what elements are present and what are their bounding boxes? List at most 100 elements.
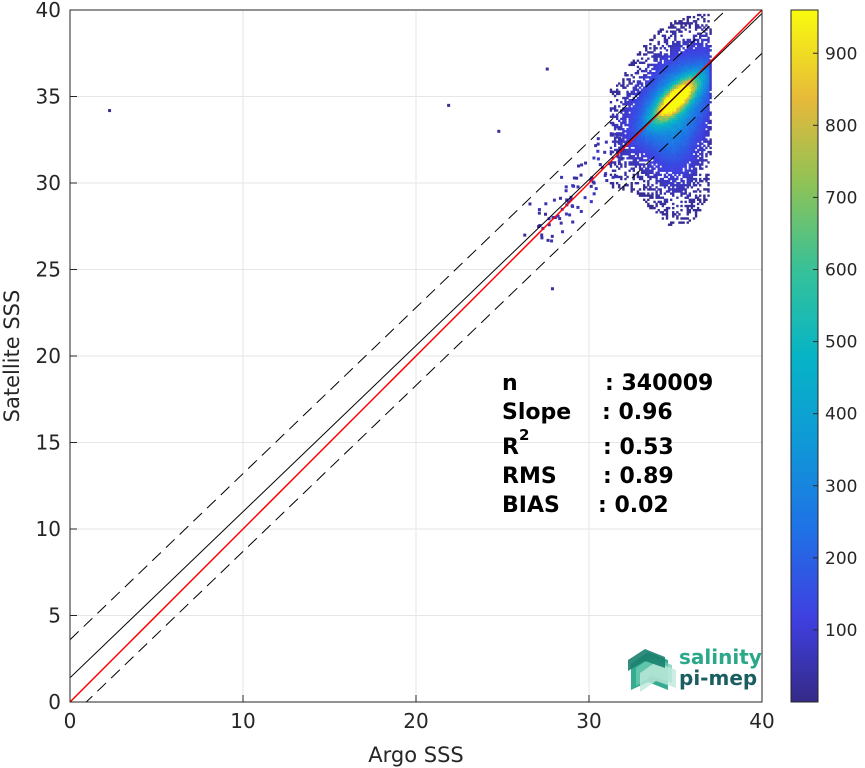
density-cell — [678, 49, 681, 52]
density-cell — [640, 121, 644, 125]
density-cell — [694, 71, 698, 75]
density-cell — [701, 159, 704, 162]
density-cell — [672, 132, 675, 135]
density-cell — [694, 132, 698, 135]
density-cell — [701, 121, 704, 125]
density-cell — [707, 182, 710, 185]
density-cell — [682, 26, 685, 29]
density-cell — [642, 105, 646, 108]
density-cell — [696, 144, 700, 148]
density-cell — [651, 113, 654, 116]
density-cell — [707, 51, 710, 54]
density-cell — [669, 59, 673, 62]
density-cell — [653, 146, 656, 150]
density-cell — [680, 90, 683, 94]
density-cell — [655, 78, 658, 81]
density-cell — [645, 169, 648, 172]
density-cell — [653, 78, 656, 81]
density-cell — [667, 125, 671, 129]
density-cell — [701, 123, 704, 127]
density-cell — [655, 105, 658, 108]
density-cell — [609, 146, 613, 150]
density-cell — [655, 101, 658, 104]
density-cell — [686, 161, 689, 164]
density-cell — [699, 109, 702, 112]
outlier-point — [528, 202, 532, 206]
density-cell — [657, 140, 660, 143]
density-cell — [566, 200, 570, 204]
density-cell — [655, 148, 658, 152]
density-cell — [667, 61, 671, 64]
density-cell — [672, 42, 675, 46]
density-cell — [613, 144, 617, 148]
density-cell — [665, 76, 669, 79]
density-cell — [624, 98, 627, 102]
density-cell — [647, 82, 650, 85]
density-cell — [661, 86, 665, 89]
density-cell — [688, 59, 692, 62]
density-cell — [686, 169, 689, 172]
density-cell — [655, 202, 658, 206]
density-cell — [655, 192, 658, 195]
density-cell — [676, 150, 679, 154]
density-cell — [680, 128, 683, 131]
density-cell — [657, 142, 660, 145]
density-cell — [694, 53, 698, 56]
density-cell — [609, 132, 613, 135]
density-cell — [688, 184, 692, 187]
density-cell — [688, 152, 692, 156]
density-cell — [653, 155, 656, 158]
density-cell — [684, 51, 687, 54]
density-cell — [640, 119, 644, 123]
density-cell — [703, 101, 706, 104]
density-cell — [701, 38, 704, 42]
density-cell — [686, 194, 689, 197]
density-cell — [692, 92, 696, 96]
density-cell — [674, 134, 677, 137]
density-cell — [663, 40, 667, 44]
density-cell — [665, 148, 669, 152]
density-cell — [699, 152, 702, 156]
density-cell — [640, 105, 644, 108]
density-cell — [686, 53, 689, 56]
density-cell — [663, 92, 667, 96]
density-cell — [699, 105, 702, 108]
density-cell — [682, 121, 685, 125]
density-cell — [672, 128, 675, 131]
density-cell — [705, 115, 708, 118]
density-cell — [669, 65, 673, 69]
density-cell — [615, 123, 619, 127]
density-cell — [653, 140, 656, 143]
density-cell — [669, 94, 673, 98]
density-cell — [694, 26, 698, 29]
density-cell — [653, 132, 656, 135]
density-cell — [647, 128, 650, 131]
density-cell — [684, 107, 687, 110]
density-cell — [659, 159, 662, 162]
density-cell — [701, 59, 704, 62]
density-cell — [669, 119, 673, 123]
density-cell — [661, 98, 665, 102]
density-cell — [682, 51, 685, 54]
density-cell — [692, 144, 696, 148]
density-cell — [669, 198, 673, 201]
density-cell — [636, 121, 640, 125]
density-cell — [674, 169, 677, 172]
density-cell — [653, 136, 656, 139]
density-cell — [663, 179, 667, 183]
density-cell — [663, 74, 667, 77]
density-cell — [688, 63, 692, 67]
density-cell — [665, 107, 669, 110]
density-cell — [546, 238, 550, 242]
density-cell — [705, 28, 708, 31]
density-cell — [680, 221, 683, 224]
density-cell — [699, 51, 702, 54]
density-cell — [680, 146, 683, 150]
density-cell — [692, 65, 696, 69]
density-cell — [678, 188, 681, 191]
density-cell — [686, 159, 689, 162]
density-cell — [663, 47, 667, 50]
density-cell — [665, 57, 669, 60]
density-cell — [694, 194, 698, 197]
density-cell — [703, 86, 706, 89]
